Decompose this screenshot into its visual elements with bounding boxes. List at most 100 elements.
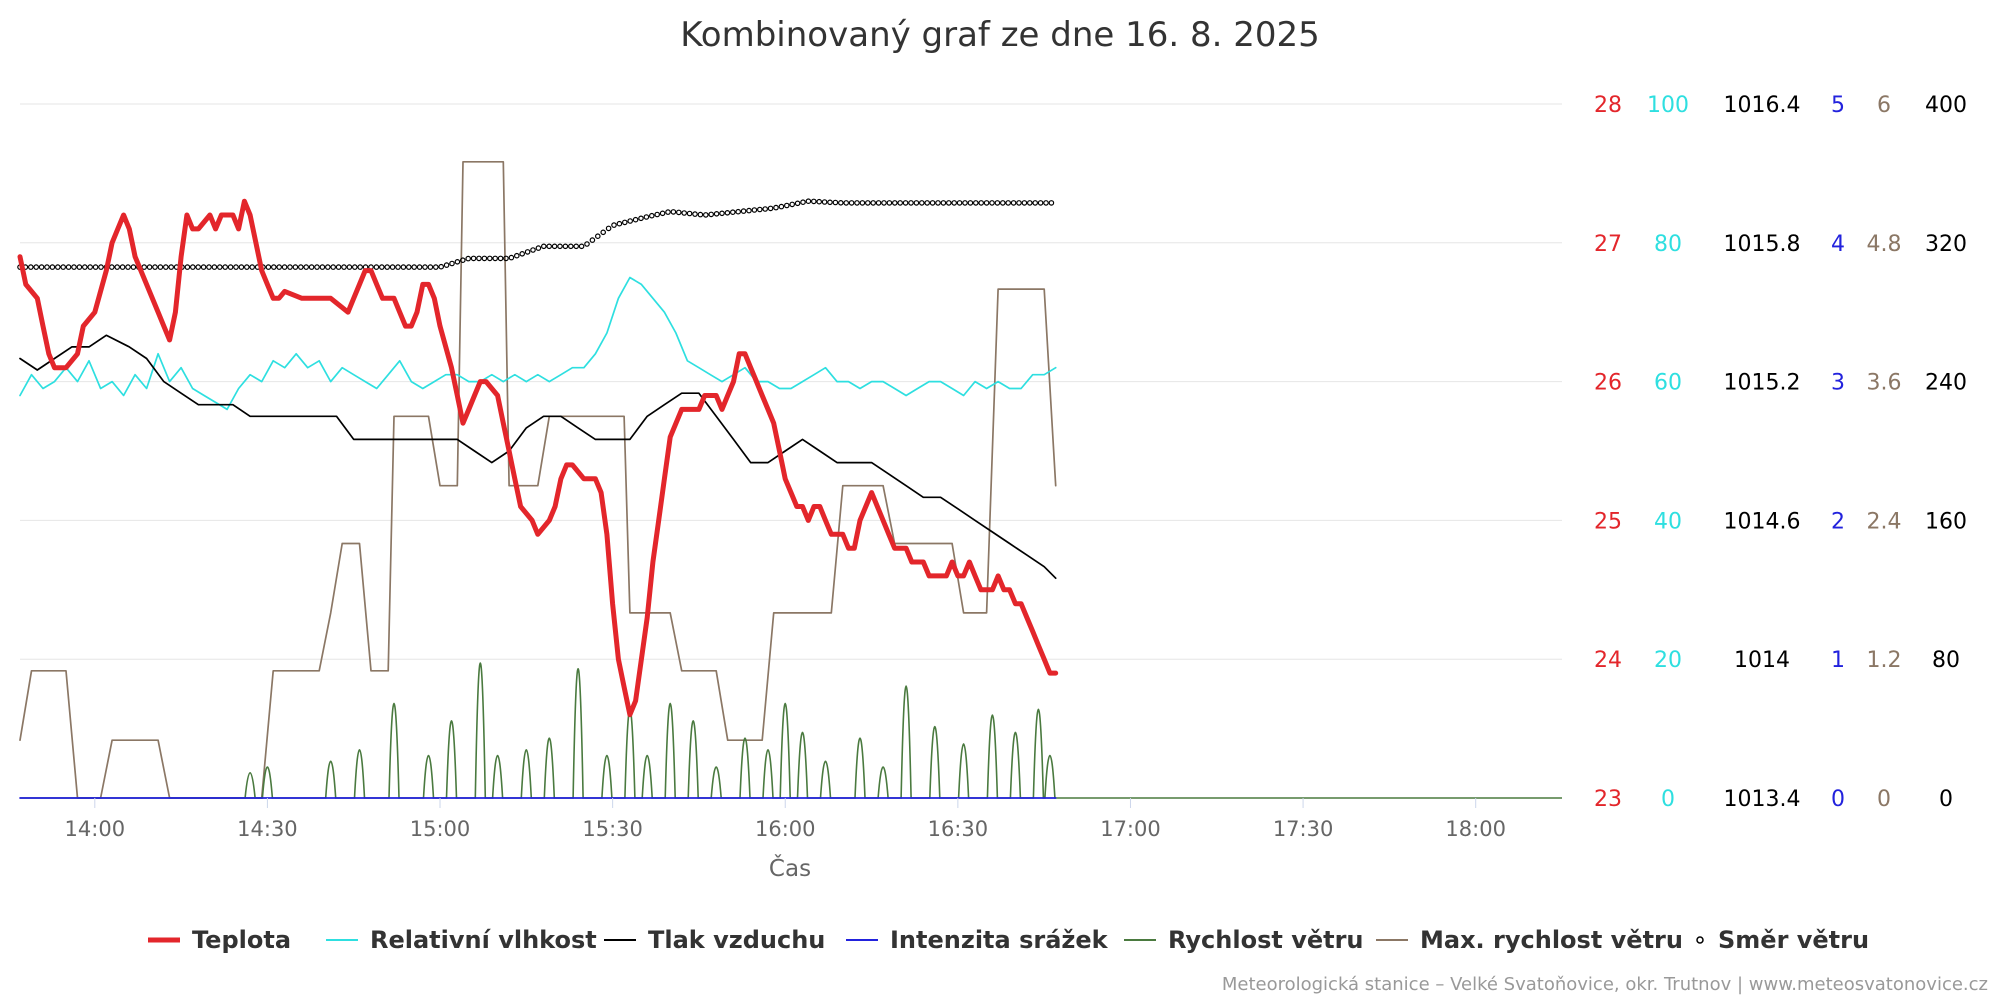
wind-direction-point	[967, 200, 974, 206]
series-line	[17, 198, 1059, 718]
legend-item-intenzita-srazek[interactable]: Intenzita srážek	[846, 926, 1109, 954]
x-tick-label: 15:00	[410, 817, 471, 841]
legend-label: Intenzita srážek	[890, 926, 1109, 954]
wind-direction-point	[38, 264, 45, 270]
wind-direction-point	[319, 264, 326, 270]
wind-direction-point	[827, 199, 833, 206]
wind-direction-point	[562, 243, 569, 250]
legend-item-max-rychlost-vetru[interactable]: Max. rychlost větru	[1376, 926, 1683, 954]
series-line	[19, 334, 1057, 580]
wind-direction-point	[584, 241, 590, 247]
y-axis-rain-tick: 4	[1831, 232, 1845, 257]
wind-direction-point	[405, 264, 412, 270]
wind-direction-point	[864, 200, 871, 206]
x-tick-label: 16:00	[755, 817, 816, 841]
legend-label: Směr větru	[1718, 926, 1869, 954]
legend-label: Tlak vzduchu	[648, 926, 825, 954]
y-axis-dir-tick: 80	[1932, 648, 1960, 673]
wind-direction-point	[114, 264, 121, 270]
series-relativni-vlhkost	[19, 276, 1057, 411]
series-line	[19, 276, 1057, 411]
y-axis-dir-tick: 0	[1939, 787, 1953, 812]
legend-item-tlak-vzduchu[interactable]: Tlak vzduchu	[604, 926, 825, 954]
wind-direction-point	[891, 200, 898, 206]
wind-direction-point	[297, 264, 304, 270]
wind-direction-point	[1016, 200, 1022, 206]
wind-direction-point	[665, 209, 671, 215]
wind-direction-point	[508, 254, 515, 261]
y-axis-hum-tick: 80	[1654, 232, 1682, 257]
legend-label: Relativní vlhkost	[370, 926, 597, 954]
wind-direction-point	[432, 264, 439, 270]
y-axis-hum-tick: 0	[1661, 787, 1675, 812]
wind-direction-point	[724, 210, 731, 216]
wind-direction-point	[125, 264, 131, 270]
wind-direction-point	[746, 207, 752, 214]
y-axis-dir-tick: 160	[1925, 509, 1967, 534]
wind-direction-point	[1010, 200, 1017, 206]
wind-direction-point	[605, 225, 612, 232]
wind-direction-point	[152, 264, 158, 270]
wind-direction-point	[503, 255, 509, 262]
wind-direction-point	[233, 264, 239, 270]
wind-direction-point	[972, 200, 979, 206]
x-tick-label: 16:30	[928, 817, 989, 841]
series-tlak-vzduchu	[19, 334, 1057, 580]
wind-direction-point	[200, 264, 207, 270]
legend-item-smer-vetru[interactable]: Směr větru	[1696, 926, 1869, 954]
wind-direction-point	[935, 200, 941, 206]
wind-direction-point	[848, 200, 855, 206]
wind-direction-point	[843, 200, 850, 206]
y-axis-temp-tick: 28	[1594, 93, 1622, 118]
wind-direction-point	[470, 255, 477, 262]
wind-direction-point	[794, 200, 801, 207]
wind-direction-point	[573, 243, 580, 250]
y-axis-rain-tick: 3	[1831, 371, 1845, 396]
wind-direction-point	[92, 264, 99, 270]
series-smer-vetru	[17, 198, 1055, 270]
wind-direction-point	[886, 200, 893, 206]
y-axis-rain-tick: 2	[1831, 509, 1845, 534]
wind-direction-point	[670, 209, 677, 215]
y-axes: 2827262524231008060402001016.41015.81015…	[1594, 93, 1967, 812]
wind-direction-point	[621, 219, 628, 226]
chart-title: Kombinovaný graf ze dne 16. 8. 2025	[680, 15, 1320, 55]
wind-direction-point	[837, 200, 844, 206]
wind-direction-point	[897, 200, 904, 206]
wind-direction-point	[211, 264, 218, 270]
wind-direction-point	[287, 264, 293, 270]
wind-direction-point	[1005, 200, 1012, 206]
wind-direction-point	[98, 264, 104, 270]
wind-direction-point	[351, 264, 358, 270]
wind-direction-point	[157, 264, 164, 270]
series-layer	[17, 160, 1562, 799]
series-line	[19, 160, 1057, 799]
wind-direction-point	[632, 216, 639, 223]
x-tick-label: 18:00	[1445, 817, 1506, 841]
wind-direction-point	[87, 264, 94, 270]
legend[interactable]: Teplota Relativní vlhkost Tlak vzduchu Inte…	[148, 926, 1869, 954]
legend-item-relativni-vlhkost[interactable]: Relativní vlhkost	[326, 926, 597, 954]
wind-direction-point	[60, 264, 67, 270]
wind-direction-point	[227, 264, 234, 270]
y-axis-gust-tick: 2.4	[1867, 509, 1902, 534]
legend-item-teplota[interactable]: Teplota	[148, 926, 291, 954]
wind-direction-point	[303, 264, 310, 270]
wind-direction-point	[989, 200, 995, 206]
wind-direction-point	[729, 209, 736, 216]
wind-direction-point	[465, 255, 472, 262]
wind-direction-point	[762, 206, 769, 212]
wind-direction-point	[281, 264, 288, 270]
series-rychlost-vetru	[20, 662, 1562, 799]
series-line	[20, 662, 1562, 799]
y-axis-temp-tick: 23	[1594, 787, 1622, 812]
wind-direction-point	[146, 264, 153, 270]
wind-direction-point	[71, 264, 77, 270]
wind-direction-point	[805, 198, 812, 205]
credits[interactable]: Meteorologická stanice – Velké Svatoňovi…	[1222, 974, 1988, 995]
legend-item-rychlost-vetru[interactable]: Rychlost větru	[1124, 926, 1364, 954]
wind-direction-point	[244, 264, 250, 270]
y-axis-press-tick: 1015.2	[1724, 371, 1801, 396]
y-axis-dir-tick: 240	[1925, 371, 1967, 396]
wind-direction-point	[206, 264, 212, 270]
